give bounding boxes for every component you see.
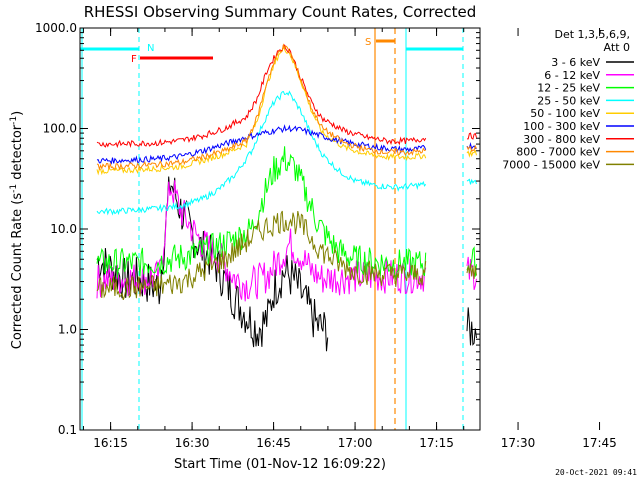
annotation-label: S <box>365 37 371 48</box>
legend-header-1: Det 1,3,5,6,9, <box>554 28 630 41</box>
legend-label: 800 - 7000 keV <box>516 146 600 159</box>
legend-label: 100 - 300 keV <box>523 120 600 133</box>
chart-title: RHESSI Observing Summary Count Rates, Co… <box>84 3 477 21</box>
y-axis-label: Corrected Count Rate (s-1 detector-1) <box>9 111 25 349</box>
x-tick-label: 16:45 <box>256 436 291 450</box>
series-line-1 <box>96 176 477 352</box>
legend-label: 6 - 12 keV <box>544 69 600 82</box>
annotation-label: N <box>147 43 154 54</box>
x-tick-label: 17:15 <box>419 436 454 450</box>
y-axis: 0.1 1.0 10.0 100.0 1000.0 <box>35 21 480 437</box>
x-tick-label: 16:15 <box>93 436 128 450</box>
legend-label: 300 - 800 keV <box>523 133 600 146</box>
footer-timestamp: 20-Oct-2021 09:41 <box>555 468 637 477</box>
y-tick-label: 1.0 <box>58 323 77 337</box>
y-label-sup-2: -1 <box>9 116 19 125</box>
series-line-7 <box>96 44 477 149</box>
y-tick-label: 100.0 <box>43 122 77 136</box>
y-tick-label: 10.0 <box>50 222 77 236</box>
annotation-label: F <box>131 54 137 65</box>
legend-label: 25 - 50 keV <box>537 94 600 107</box>
x-axis-label: Start Time (01-Nov-12 16:09:22) <box>174 457 386 472</box>
series-line-4 <box>96 90 477 216</box>
y-label-part-2: detector <box>10 124 25 184</box>
series-line-9 <box>96 210 477 301</box>
legend-label: 50 - 100 keV <box>530 107 600 120</box>
x-tick-label: 17:00 <box>338 436 373 450</box>
legend-label: 3 - 6 keV <box>551 56 600 69</box>
series-line-8 <box>96 43 477 171</box>
y-label-sup-1: -1 <box>9 184 19 193</box>
x-axis: 16:15 16:30 16:45 17:00 17:15 17:30 17:45 <box>82 28 617 450</box>
legend-label: 7000 - 15000 keV <box>502 158 600 171</box>
series-line-5 <box>96 45 477 176</box>
legend-label: 12 - 25 keV <box>537 82 600 95</box>
legend-header-2: Att 0 <box>604 41 630 54</box>
y-label-part-3: ) <box>10 111 25 116</box>
plot-area: NF S <box>80 28 477 430</box>
y-tick-label: 1000.0 <box>35 21 77 35</box>
y-tick-label: 0.1 <box>58 423 77 437</box>
x-tick-label: 16:30 <box>175 436 210 450</box>
y-label-part-1: Corrected Count Rate (s <box>10 193 25 350</box>
x-tick-label: 17:30 <box>501 436 536 450</box>
x-tick-label: 17:45 <box>582 436 617 450</box>
